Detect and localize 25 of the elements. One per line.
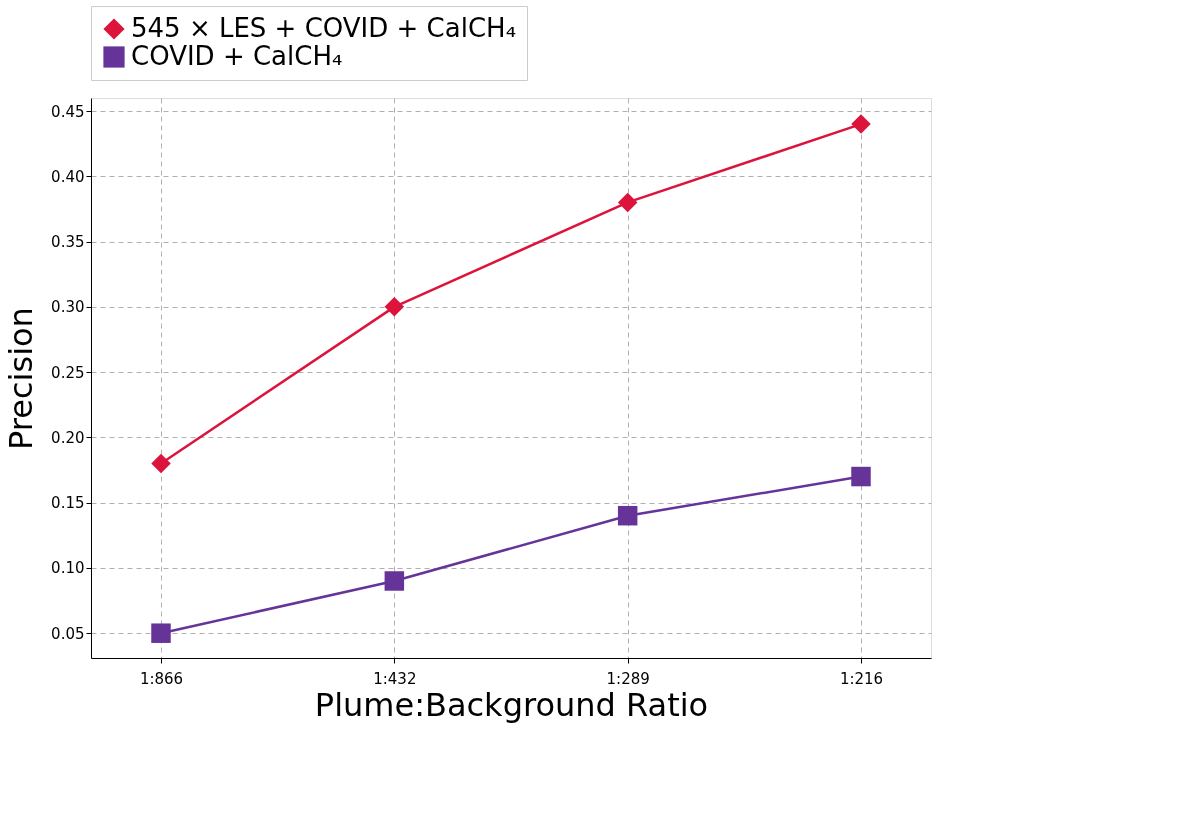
y-tick-label: 0.35 — [51, 233, 85, 252]
y-tick-label: 0.25 — [51, 363, 85, 382]
x-tick-label: 1:432 — [373, 669, 417, 688]
point — [851, 114, 871, 134]
y-tick-label: 0.05 — [51, 624, 85, 643]
legend-label: 545 × LES + COVID + CalCH₄ — [131, 13, 517, 43]
y-tick-label: 0.15 — [51, 494, 85, 513]
y-tick-label: 0.10 — [51, 559, 85, 578]
point — [151, 453, 171, 474]
y-tick-label: 0.20 — [51, 428, 85, 447]
point — [384, 571, 405, 591]
point — [617, 505, 638, 526]
x-tick-label: 1:866 — [139, 669, 184, 688]
point — [384, 297, 405, 317]
y-tick-label: 0.45 — [51, 102, 85, 121]
legend-label: COVID + CalCH₄ — [131, 41, 343, 71]
point — [851, 466, 871, 487]
x-tick-label: 1:216 — [839, 669, 884, 688]
y-tick-label: 0.30 — [51, 298, 85, 317]
point — [617, 192, 638, 213]
x-tick-label: 1:289 — [606, 669, 650, 688]
y-tick-label: 0.40 — [51, 167, 85, 186]
x-axis-title: Plume:Background Ratio — [314, 685, 709, 724]
point — [151, 623, 171, 643]
y-axis-title: Precision — [2, 307, 41, 450]
